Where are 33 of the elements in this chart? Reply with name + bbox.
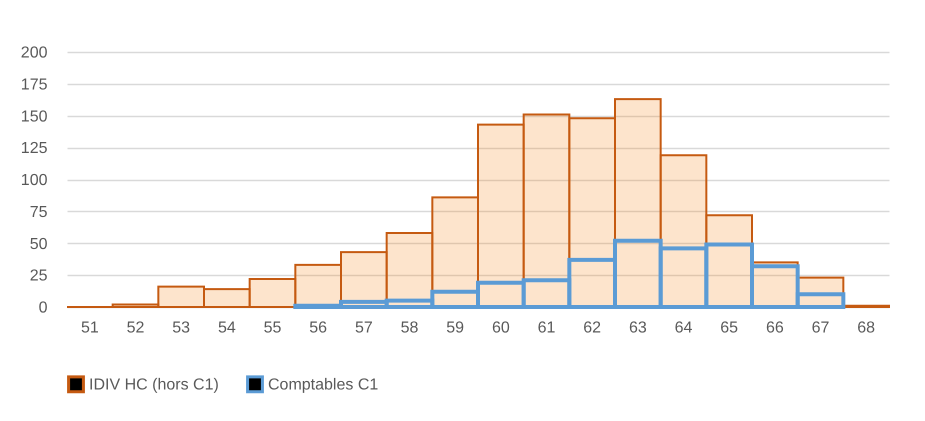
x-tick-label: 54 — [218, 320, 236, 336]
y-tick-label: 0 — [38, 300, 48, 316]
x-tick-label: 63 — [628, 320, 647, 336]
x-tick-label: 55 — [264, 320, 282, 336]
x-tick-label: 61 — [538, 320, 556, 336]
bar — [157, 286, 205, 308]
x-tick-label: 51 — [80, 320, 99, 336]
x-tick-label: 67 — [812, 320, 830, 336]
x-tick-label: 68 — [857, 320, 876, 336]
bar — [203, 288, 251, 308]
y-tick-label: 175 — [20, 76, 48, 94]
x-tick-label: 64 — [674, 320, 692, 336]
legend-label: IDIV HC (hors C1) — [89, 376, 219, 394]
bar — [112, 303, 160, 308]
x-tick-label: 62 — [583, 320, 602, 336]
bar — [248, 278, 296, 308]
x-tick-label: 52 — [126, 320, 144, 336]
y-tick-label: 150 — [20, 108, 48, 126]
y-tick-label: 200 — [20, 44, 48, 62]
x-tick-label: 53 — [172, 320, 190, 336]
x-tick-label: 60 — [492, 320, 510, 336]
x-tick-label: 66 — [766, 320, 784, 336]
y-tick-label: 25 — [30, 268, 48, 285]
legend-label: Comptables C1 — [268, 376, 378, 394]
x-tick-label: 57 — [354, 320, 373, 336]
x-tick-label: 65 — [720, 320, 738, 336]
x-tick-label: 59 — [446, 320, 464, 336]
x-tick-label: 56 — [309, 320, 328, 336]
y-tick-label: 50 — [30, 236, 48, 253]
y-tick-label: 75 — [30, 204, 48, 221]
y-tick-label: 100 — [20, 172, 48, 189]
x-tick-label: 58 — [400, 320, 418, 336]
y-tick-label: 125 — [20, 140, 48, 158]
